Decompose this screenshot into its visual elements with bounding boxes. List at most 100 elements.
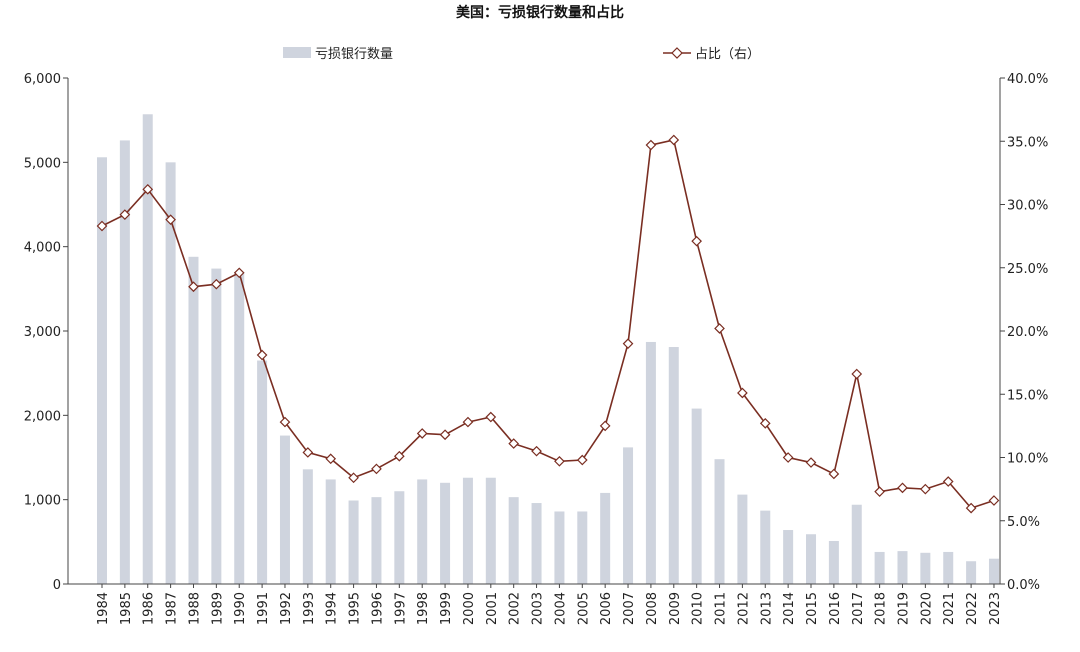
pct-marker-1985 bbox=[119, 209, 131, 220]
left-tick-label: 2,000 bbox=[24, 409, 61, 424]
pct-marker-1999 bbox=[439, 429, 451, 441]
pct-marker-1994 bbox=[325, 453, 337, 465]
pct-marker-2013 bbox=[759, 417, 771, 429]
left-tick-label: 3,000 bbox=[24, 325, 61, 340]
x-tick-label: 1984 bbox=[96, 592, 111, 625]
legend-marker-swatch bbox=[671, 47, 683, 59]
bar-2012 bbox=[737, 494, 748, 584]
bar-2013 bbox=[760, 510, 771, 584]
left-axis: 0 1,000 2,000 3,000 4,000 5,000 6,000 bbox=[24, 72, 69, 593]
pct-marker-2006 bbox=[599, 420, 611, 432]
bar-2003 bbox=[531, 503, 542, 584]
right-tick-label: 30.0% bbox=[1007, 199, 1048, 214]
x-tick-label: 2009 bbox=[668, 592, 683, 625]
pct-marker-1996 bbox=[371, 463, 382, 475]
bar-1989 bbox=[211, 268, 222, 584]
chart-title: 美国：亏损银行数量和占比 bbox=[456, 4, 624, 21]
x-tick-label: 1988 bbox=[187, 592, 202, 625]
x-tick-label: 1993 bbox=[302, 592, 317, 625]
bar-2015 bbox=[806, 534, 817, 584]
x-tick-label: 2012 bbox=[736, 592, 751, 625]
right-tick-label: 40.0% bbox=[1007, 72, 1048, 87]
right-axis: 0.0% 5.0% 10.0% 15.0% 20.0% 25.0% 30.0% 35.0% 40… bbox=[999, 72, 1048, 593]
legend-bar-swatch bbox=[283, 47, 311, 58]
x-tick-label: 1987 bbox=[165, 592, 180, 625]
right-tick-label: 35.0% bbox=[1007, 135, 1048, 150]
pct-marker-1990 bbox=[233, 267, 245, 279]
x-tick-label: 1999 bbox=[439, 592, 454, 625]
bar-2008 bbox=[645, 341, 656, 584]
bar-1992 bbox=[279, 435, 290, 584]
pct-marker-2005 bbox=[576, 454, 588, 466]
right-tick-label: 25.0% bbox=[1007, 262, 1048, 277]
x-tick-label: 1991 bbox=[256, 592, 271, 625]
x-tick-label: 2022 bbox=[965, 592, 980, 625]
x-tick-label: 2010 bbox=[691, 592, 706, 625]
pct-marker-2012 bbox=[737, 387, 748, 399]
bar-1991 bbox=[257, 360, 268, 584]
bar-2022 bbox=[966, 561, 977, 584]
left-tick-label: 6,000 bbox=[24, 72, 61, 87]
bar-1984 bbox=[97, 157, 107, 584]
x-tick-label: 2011 bbox=[714, 592, 729, 625]
x-tick-label: 1990 bbox=[233, 592, 248, 625]
pct-marker-2000 bbox=[462, 416, 474, 428]
legend-line-label: 占比（右） bbox=[695, 47, 760, 62]
pct-marker-2023 bbox=[988, 495, 1000, 506]
x-axis: 1984 1985 1986 1987 1988 1989 1990 1991 1992 1993… bbox=[68, 583, 1003, 625]
bar-1994 bbox=[325, 479, 336, 584]
x-tick-label: 2003 bbox=[531, 592, 546, 625]
x-tick-label: 2019 bbox=[896, 592, 911, 625]
pct-marker-1991 bbox=[256, 349, 268, 361]
bar-2002 bbox=[508, 497, 519, 584]
pct-marker-2011 bbox=[714, 323, 725, 334]
legend: 亏损银行数量 占比（右） bbox=[283, 47, 760, 62]
pct-marker-2009 bbox=[668, 134, 680, 146]
x-tick-label: 2021 bbox=[942, 592, 957, 625]
pct-marker-2014 bbox=[782, 452, 794, 463]
x-tick-label: 1989 bbox=[210, 592, 225, 625]
bar-2005 bbox=[577, 511, 588, 584]
left-tick-label: 5,000 bbox=[24, 156, 61, 171]
right-tick-label: 20.0% bbox=[1007, 325, 1048, 340]
bar-1998 bbox=[417, 479, 428, 584]
x-tick-label: 2005 bbox=[576, 592, 591, 625]
left-tick-label: 0 bbox=[53, 578, 61, 593]
x-tick-label: 2001 bbox=[485, 592, 500, 625]
bar-2006 bbox=[600, 492, 611, 584]
bar-2009 bbox=[668, 347, 679, 584]
x-tick-label: 1997 bbox=[393, 592, 408, 625]
bar-1987 bbox=[165, 162, 176, 584]
x-tick-label: 1992 bbox=[279, 592, 294, 625]
bar-series bbox=[97, 114, 999, 584]
right-tick-label: 0.0% bbox=[1007, 578, 1040, 593]
pct-marker-2002 bbox=[508, 438, 520, 449]
x-tick-label: 2018 bbox=[874, 592, 889, 625]
bar-2014 bbox=[783, 530, 794, 584]
pct-marker-1989 bbox=[211, 278, 222, 290]
x-tick-label: 2017 bbox=[851, 592, 866, 625]
bar-1999 bbox=[440, 482, 451, 584]
right-tick-label: 5.0% bbox=[1007, 515, 1040, 530]
bar-2021 bbox=[943, 551, 954, 584]
x-tick-label: 1994 bbox=[325, 592, 340, 625]
x-tick-label: 2023 bbox=[988, 592, 1003, 625]
bar-1996 bbox=[371, 497, 382, 584]
x-tick-label: 2007 bbox=[622, 592, 637, 625]
bar-1985 bbox=[119, 140, 130, 584]
pct-marker-1998 bbox=[416, 428, 428, 439]
bar-2011 bbox=[714, 459, 725, 584]
pct-marker-1988 bbox=[188, 281, 199, 293]
x-tick-label: 2006 bbox=[599, 592, 614, 625]
pct-marker-2001 bbox=[485, 411, 497, 423]
bar-1988 bbox=[188, 256, 199, 584]
x-tick-label: 2008 bbox=[645, 592, 660, 625]
bar-1990 bbox=[234, 271, 245, 584]
bar-2019 bbox=[897, 551, 908, 584]
x-tick-label: 1998 bbox=[416, 592, 431, 625]
pct-marker-2021 bbox=[942, 476, 954, 487]
pct-marker-1997 bbox=[393, 450, 405, 462]
pct-marker-2016 bbox=[828, 468, 840, 480]
